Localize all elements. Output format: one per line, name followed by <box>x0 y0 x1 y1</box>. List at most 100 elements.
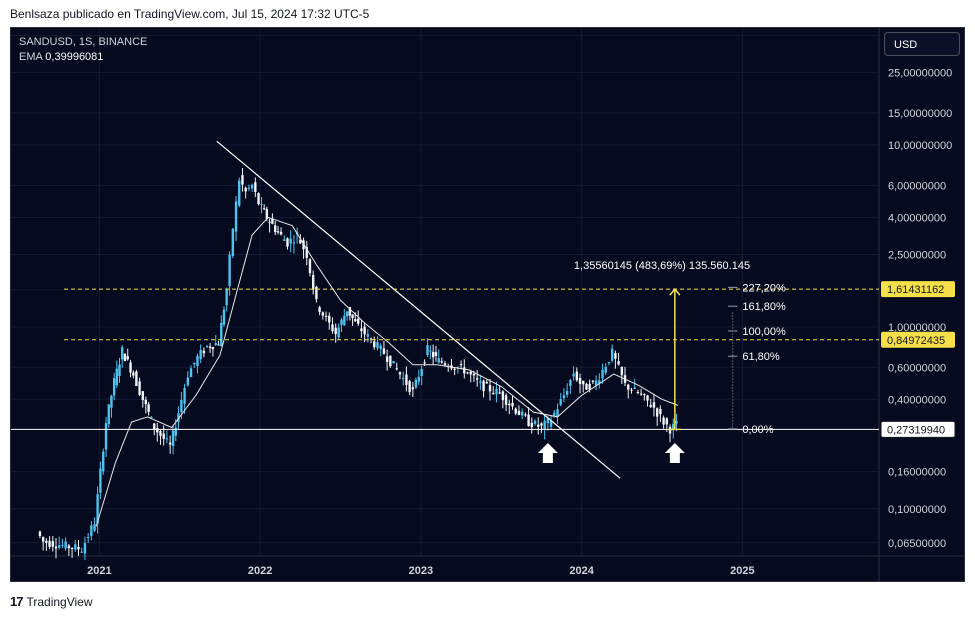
fib-label: 0,00% <box>742 424 773 436</box>
candle-body <box>414 379 418 388</box>
fib-label: 100,00% <box>742 326 786 338</box>
candle-body <box>385 356 389 362</box>
candle-body <box>299 239 302 244</box>
candle-body <box>636 391 640 393</box>
candle-body <box>514 408 517 414</box>
publish-header: Benlsaza publicado en TradingView.com, J… <box>10 7 370 21</box>
price-level-badge <box>881 331 955 348</box>
candle-body <box>262 208 266 210</box>
candle-body <box>389 355 392 367</box>
candle-body <box>77 546 80 550</box>
candle-body <box>276 231 280 233</box>
candle-body <box>107 404 110 425</box>
candle-body <box>617 361 620 365</box>
candle-body <box>104 423 108 450</box>
candle-body <box>643 394 646 396</box>
candle-body <box>630 389 633 391</box>
brand-label[interactable]: TradingView <box>26 594 93 609</box>
candle-body <box>475 378 479 380</box>
candle-body <box>572 373 575 377</box>
price-chart[interactable]: 40,0000000025,0000000015,0000000010,0000… <box>11 28 965 582</box>
candle-body <box>244 187 247 192</box>
candle-body <box>366 334 370 337</box>
candle-body <box>530 422 533 428</box>
ema-line <box>95 216 679 527</box>
tradingview-logo-icon[interactable]: 17 <box>10 594 24 609</box>
candle-body <box>217 344 220 346</box>
candle-body <box>292 242 296 244</box>
candle-body <box>543 420 546 430</box>
up-arrow-icon <box>537 443 558 464</box>
candle-body <box>331 324 334 332</box>
candle-body <box>67 545 71 549</box>
candle-body <box>556 409 559 417</box>
candle-body <box>527 414 530 427</box>
symbol-label[interactable]: SANDUSD, 1S, BINANCE <box>19 36 148 48</box>
candle-body <box>112 378 116 396</box>
candle-body <box>429 350 432 352</box>
candle-body <box>668 426 672 434</box>
candle-body <box>315 286 318 300</box>
measure-label: 1,35560145 (483,69%) 135.560.145 <box>574 260 750 272</box>
candle-body <box>328 315 331 323</box>
candle-body <box>64 541 67 549</box>
candle-body <box>199 349 202 360</box>
candle-body <box>398 372 402 375</box>
candle-body <box>234 201 238 232</box>
candle-body <box>420 368 423 376</box>
candle-body <box>138 381 141 395</box>
candle-body <box>511 402 514 407</box>
candle-body <box>286 238 289 247</box>
candle-body <box>90 525 93 536</box>
fib-label: 227,20% <box>742 282 786 294</box>
candle-body <box>411 387 415 390</box>
candle-body <box>655 408 659 417</box>
candle-body <box>479 381 482 383</box>
candle-body <box>102 451 105 472</box>
candle-body <box>373 341 376 348</box>
candle-body <box>321 312 325 316</box>
candle-body <box>376 342 379 349</box>
candle-body <box>357 318 360 324</box>
candle-body <box>193 362 196 365</box>
candle-body <box>559 399 562 405</box>
candle-body <box>74 544 77 550</box>
trendline <box>216 140 621 479</box>
candle-body <box>434 352 438 356</box>
candle-body <box>41 537 45 542</box>
candle-body <box>289 238 292 244</box>
price-level-label: 0,84972435 <box>887 335 945 347</box>
price-level-label: 0,27319940 <box>887 424 945 436</box>
candle-body <box>54 546 58 549</box>
candle-body <box>324 315 328 317</box>
candle-body <box>118 364 121 376</box>
measure-arrowhead <box>669 287 681 296</box>
candle-body <box>283 239 286 241</box>
up-arrow-icon <box>664 443 685 464</box>
currency-button[interactable]: USD <box>884 32 960 56</box>
candle-body <box>45 540 48 544</box>
ema-label[interactable]: EMA <box>19 51 43 63</box>
candle-body <box>99 468 102 493</box>
candle-body <box>247 187 251 189</box>
candle-body <box>51 541 54 547</box>
candle-body <box>354 319 357 322</box>
candle-body <box>363 326 366 335</box>
candle-body <box>147 404 150 413</box>
candle-body <box>459 364 463 366</box>
chart-frame[interactable]: 40,0000000025,0000000015,0000000010,0000… <box>10 27 965 582</box>
candle-body <box>257 193 260 205</box>
candle-body <box>168 442 172 445</box>
candle-body <box>649 405 652 407</box>
candle-body <box>241 175 244 185</box>
candle-body <box>662 417 665 425</box>
candle-body <box>578 377 582 384</box>
candle-body <box>443 363 447 366</box>
y-tick-label: 15,00000000 <box>888 108 952 120</box>
candle-body <box>517 410 521 416</box>
candle-body <box>265 209 269 219</box>
candle-body <box>93 524 96 531</box>
fib-label: 61,80% <box>742 351 780 363</box>
candle-body <box>189 368 193 378</box>
y-tick-label: 0,10000000 <box>888 504 946 516</box>
